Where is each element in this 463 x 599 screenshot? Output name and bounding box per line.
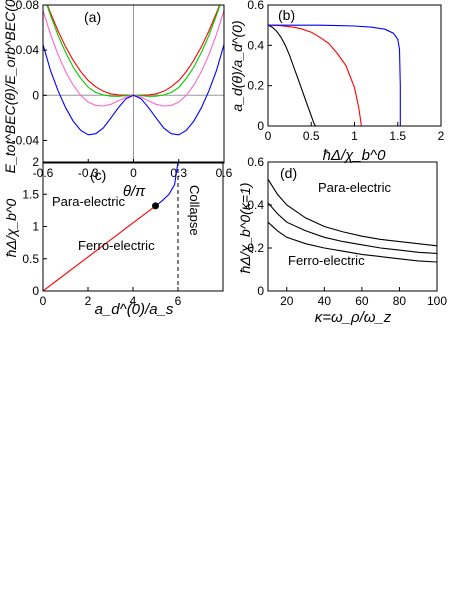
panel-b-y-tick-label: 0.4 <box>247 38 264 52</box>
panel-a-y-tick-label: 0.04 <box>16 43 40 57</box>
panel-b-series-group <box>268 24 401 126</box>
panel-d: (d) Para-electric Ferro-electric 20 40 60 8… <box>237 155 447 326</box>
panel-b-y-ticks: 0 0.2 0.4 0.6 <box>247 0 272 133</box>
panel-d-y-label: ħΔ/χ_b^0(κ=1) <box>237 183 253 274</box>
panel-d-label: (d) <box>280 165 297 181</box>
panel-a-x-label-text: θ/π <box>123 183 146 200</box>
panel-d-y-ticks: 0 0.2 0.4 0.6 <box>247 155 272 298</box>
panel-b-series-1 <box>268 24 317 126</box>
panel-c-y-label: ħΔ/χ_b^0 <box>3 198 19 257</box>
panel-d-y-tick-label: 0 <box>257 284 264 298</box>
panel-d-series-2 <box>268 202 437 254</box>
panel-d-x-tick-label: 80 <box>393 294 407 308</box>
panel-c-para-electric-label: Para-electric <box>52 194 125 209</box>
panel-c-x-tick-label: 4 <box>130 294 137 308</box>
panel-c-y-tick-label: 0.5 <box>22 252 39 266</box>
panel-b-series-2 <box>268 24 362 126</box>
panel-b-x-label: ħΔ/χ_b^0 <box>323 147 386 164</box>
panel-d-x-tick-label: 60 <box>355 294 369 308</box>
panel-d-series-1 <box>268 178 437 247</box>
panel-b-y-label: a_d(θ)/a_d^(0) <box>229 20 245 111</box>
panel-c-y-tick-label: 2 <box>32 155 39 169</box>
panel-b-series-3 <box>268 24 401 126</box>
panel-a-series-4 <box>43 44 224 136</box>
panel-a-y-tick-label: -0.04 <box>12 133 40 147</box>
panel-d-para-electric-label: Para-electric <box>318 180 391 195</box>
panel-d-plot-area <box>268 178 437 263</box>
panel-a-x-tick-label: -0.3 <box>78 166 99 180</box>
panel-b-x-tick-label: 0.5 <box>303 129 320 143</box>
panel-d-x-tick-label: 40 <box>318 294 332 308</box>
panel-d-y-tick-label: 0.2 <box>247 241 264 255</box>
panel-d-series-group <box>268 178 437 263</box>
panel-b-x-tick-label: 1 <box>351 129 358 143</box>
panel-c-y-tick-label: 1 <box>32 220 39 234</box>
panel-b-x-tick-label: 0 <box>265 129 272 143</box>
panel-c-y-tick-label: 1.5 <box>22 187 39 201</box>
panel-b: (b) 0 0.5 1 1.5 2 0 0.2 0.4 0.6 ħΔ/χ_b^0 a_d(θ)… <box>229 0 445 164</box>
panel-a-y-ticks: -0.04 0 0.04 0.08 <box>12 0 47 147</box>
panel-d-x-ticks: 20 40 60 80 100 <box>280 287 447 308</box>
panel-c-collapse-label: Collapse <box>187 185 202 236</box>
panel-b-x-tick-label: 1.5 <box>389 129 406 143</box>
panel-c-plot-area <box>43 162 179 291</box>
panel-d-x-label: κ=ω_ρ/ω_z <box>315 309 392 326</box>
panel-d-frame <box>267 161 438 292</box>
panel-d-ferro-electric-label: Ferro-electric <box>288 253 365 268</box>
panel-a-y-tick-label: 0 <box>32 88 39 102</box>
panel-d-x-tick-label: 100 <box>427 294 447 308</box>
panel-c-critical-point <box>152 202 159 210</box>
panel-d-x-tick-label: 20 <box>280 294 294 308</box>
panel-c: (c) Para-electric Ferro-electric Collaps… <box>3 155 224 318</box>
panel-b-x-tick-label: 2 <box>438 129 445 143</box>
panel-c-y-ticks: 0 0.5 1 1.5 2 <box>22 155 47 298</box>
panel-a-label: (a) <box>84 9 101 25</box>
panel-c-x-tick-label: 6 <box>175 294 182 308</box>
panel-b-y-tick-label: 0 <box>257 119 264 133</box>
panel-c-ferro-electric-label: Ferro-electric <box>78 238 155 253</box>
panel-a-plot-area <box>43 5 224 163</box>
panel-c-x-tick-label: 0 <box>40 294 47 308</box>
panel-a-y-label: E_tot^BEC(θ)/E_orb^BEC(0) <box>2 0 18 173</box>
panel-c-label: (c) <box>90 167 106 183</box>
panel-b-x-ticks: 0 0.5 1 1.5 2 <box>265 122 445 143</box>
panel-c-x-ticks: 0 2 4 6 <box>40 287 182 308</box>
panel-c-x-tick-label: 2 <box>85 294 92 308</box>
panel-c-x-label: a_d^(0)/a_s <box>95 301 174 318</box>
panel-c-series-group <box>43 162 179 291</box>
panel-d-series-3 <box>268 221 437 263</box>
panel-c-y-tick-label: 0 <box>32 284 39 298</box>
panel-d-y-tick-label: 0.4 <box>247 198 264 212</box>
panel-b-y-tick-label: 0.6 <box>247 0 264 12</box>
panel-a-x-tick-label: 0.3 <box>170 166 187 180</box>
panel-a-series-group <box>43 5 224 163</box>
panel-a-x-label: θ/π <box>123 183 146 200</box>
panel-b-frame <box>267 4 442 127</box>
panel-c-series-1 <box>43 205 156 291</box>
panel-b-label: (b) <box>278 7 295 23</box>
panel-b-y-tick-label: 0.2 <box>247 79 264 93</box>
panel-c-series-2 <box>155 162 179 207</box>
panel-a-y-tick-label: 0.08 <box>16 0 40 12</box>
panel-a-x-tick-label: 0 <box>130 166 137 180</box>
panel-a-x-tick-label: 0.6 <box>216 166 233 180</box>
panel-d-y-tick-label: 0.6 <box>247 155 264 169</box>
panel-b-plot-area <box>268 24 401 126</box>
